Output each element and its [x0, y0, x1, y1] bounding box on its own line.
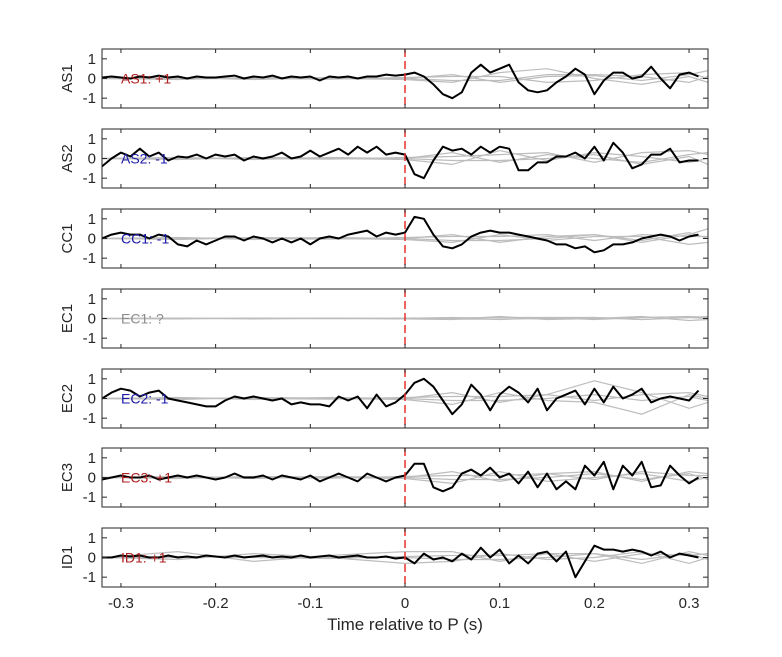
y-tick-label: 1 [88, 211, 96, 228]
y-tick-label: -1 [83, 250, 96, 267]
main-trace [102, 63, 699, 100]
polarity-label: ID1: +1 [121, 550, 167, 566]
x-tick-label: -0.2 [203, 595, 229, 612]
y-tick-label: 1 [88, 51, 96, 68]
y-axis-label: AS2 [59, 144, 76, 172]
y-axis-label: EC3 [59, 463, 76, 492]
traces [102, 63, 708, 100]
polarity-label: EC3: +1 [121, 470, 172, 486]
panel-ec3: -1 0 1 EC3 EC3: +1 [59, 447, 709, 508]
y-tick-label: -1 [83, 569, 96, 586]
panel-cc1: -1 0 1 CC1 CC1: -1 [59, 208, 709, 269]
y-axis-label: AS1 [59, 64, 76, 92]
y-axis-label: ID1 [59, 546, 76, 569]
background-trace-1 [102, 550, 708, 565]
traces [102, 141, 708, 180]
polarity-label: CC1: -1 [121, 231, 169, 247]
y-axis-label: EC2 [59, 384, 76, 413]
y-tick-label: -1 [83, 330, 96, 347]
y-tick-label: 1 [88, 131, 96, 148]
background-trace-4 [102, 316, 708, 321]
y-tick-label: 0 [88, 71, 96, 88]
x-tick-label: 0 [401, 595, 409, 612]
polarity-label: AS1: +1 [121, 71, 171, 87]
x-tick-label: -0.3 [108, 595, 134, 612]
background-trace-1 [102, 70, 708, 84]
main-trace [102, 215, 699, 254]
y-axis-label: CC1 [59, 223, 76, 253]
panel-id1: -1 0 1 ID1 ID1: +1 [59, 527, 709, 588]
x-tick-label: 0.1 [489, 595, 510, 612]
polarity-label: EC2: -1 [121, 391, 169, 407]
y-tick-label: -1 [83, 170, 96, 187]
background-trace-4 [102, 231, 708, 242]
main-trace [102, 141, 699, 180]
background-trace-1 [102, 470, 708, 483]
traces [102, 377, 708, 416]
traces [102, 315, 708, 322]
background-trace-1 [102, 380, 708, 409]
polarity-label: AS2: -1 [121, 151, 168, 167]
y-tick-label: -1 [83, 410, 96, 427]
panel-as1: -1 0 1 AS1 AS1: +1 [59, 48, 709, 109]
y-tick-label: 1 [88, 530, 96, 547]
x-tick-label: 0.2 [584, 595, 605, 612]
y-tick-label: 0 [88, 231, 96, 248]
y-tick-label: 0 [88, 550, 96, 567]
traces [102, 215, 708, 254]
x-axis-label: Time relative to P (s) [327, 615, 483, 634]
main-trace [102, 377, 700, 416]
panel-as2: -1 0 1 AS2 AS2: -1 [59, 128, 709, 189]
y-axis-label: EC1 [59, 304, 76, 333]
x-tick-label: 0.3 [679, 595, 700, 612]
y-tick-label: 0 [88, 151, 96, 168]
main-trace [102, 544, 699, 579]
panel-ec2: -1 0 1 EC2 EC2: -1 [59, 368, 709, 429]
y-tick-label: 0 [88, 470, 96, 487]
y-tick-label: 0 [88, 311, 96, 328]
polarity-label: EC1: ? [121, 311, 164, 327]
y-tick-label: 1 [88, 291, 96, 308]
y-tick-label: 0 [88, 391, 96, 408]
y-tick-label: -1 [83, 489, 96, 506]
traces [102, 460, 708, 493]
y-tick-label: 1 [88, 371, 96, 388]
main-trace [102, 460, 700, 493]
y-tick-label: -1 [83, 90, 96, 107]
y-tick-label: 1 [88, 450, 96, 467]
x-tick-label: -0.1 [297, 595, 323, 612]
traces [102, 544, 708, 579]
panel-ec1: -1 0 1 EC1 EC1: ? [59, 288, 709, 349]
